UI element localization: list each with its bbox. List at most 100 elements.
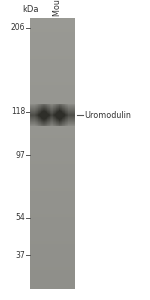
Bar	[61, 114, 62, 115]
Bar	[50, 122, 51, 123]
Bar	[49, 104, 50, 105]
Bar	[69, 110, 70, 111]
Bar	[73, 116, 74, 117]
Bar	[38, 107, 39, 108]
Bar	[52, 108, 54, 109]
Bar	[39, 111, 40, 112]
Bar	[54, 119, 55, 120]
Bar	[72, 106, 73, 107]
Bar	[67, 104, 68, 105]
Bar	[30, 64, 75, 65]
Bar	[73, 115, 74, 116]
Bar	[54, 119, 55, 120]
Bar	[56, 112, 57, 113]
Bar	[68, 106, 69, 107]
Bar	[30, 52, 75, 54]
Bar	[36, 119, 37, 120]
Bar	[69, 108, 70, 109]
Bar	[68, 114, 69, 115]
Bar	[47, 105, 48, 106]
Bar	[72, 108, 73, 109]
Bar	[58, 114, 59, 115]
Bar	[32, 123, 33, 124]
Bar	[60, 122, 61, 123]
Bar	[74, 105, 75, 106]
Bar	[48, 116, 49, 117]
Bar	[42, 105, 43, 106]
Bar	[30, 172, 75, 173]
Bar	[64, 104, 66, 105]
Bar	[70, 107, 72, 108]
Bar	[61, 114, 63, 115]
Bar	[64, 123, 65, 124]
Bar	[31, 123, 32, 124]
Bar	[58, 112, 60, 113]
Bar	[46, 120, 47, 121]
Bar	[40, 120, 41, 121]
Bar	[32, 122, 33, 123]
Bar	[52, 116, 53, 117]
Bar	[51, 115, 52, 116]
Bar	[34, 110, 36, 111]
Bar	[39, 121, 40, 122]
Bar	[30, 53, 75, 55]
Bar	[64, 122, 65, 123]
Bar	[60, 105, 61, 106]
Bar	[69, 105, 70, 106]
Bar	[34, 114, 36, 115]
Bar	[74, 104, 75, 105]
Bar	[36, 114, 37, 115]
Bar	[30, 75, 75, 76]
Bar	[48, 111, 49, 112]
Bar	[37, 107, 38, 108]
Bar	[74, 122, 75, 123]
Bar	[30, 112, 75, 114]
Bar	[74, 120, 75, 121]
Bar	[52, 104, 54, 105]
Bar	[34, 104, 36, 105]
Bar	[60, 112, 61, 113]
Bar	[69, 110, 70, 111]
Bar	[44, 108, 45, 109]
Bar	[44, 111, 45, 112]
Bar	[40, 121, 41, 122]
Bar	[40, 110, 42, 111]
Bar	[44, 107, 45, 108]
Bar	[71, 108, 72, 109]
Bar	[40, 107, 41, 108]
Bar	[45, 123, 46, 124]
Bar	[40, 124, 41, 125]
Bar	[64, 106, 65, 107]
Bar	[62, 119, 63, 120]
Bar	[64, 106, 66, 107]
Bar	[57, 114, 58, 115]
Bar	[48, 115, 49, 116]
Bar	[46, 110, 48, 111]
Bar	[67, 112, 68, 113]
Bar	[30, 202, 75, 203]
Bar	[50, 118, 51, 119]
Bar	[51, 118, 52, 119]
Bar	[56, 104, 57, 105]
Bar	[51, 121, 52, 122]
Bar	[30, 153, 75, 154]
Bar	[32, 104, 33, 105]
Bar	[40, 114, 42, 115]
Bar	[31, 119, 32, 120]
Bar	[51, 124, 52, 125]
Bar	[56, 104, 57, 105]
Bar	[58, 104, 60, 105]
Bar	[38, 104, 39, 105]
Bar	[34, 119, 36, 120]
Bar	[46, 113, 47, 114]
Bar	[32, 114, 33, 115]
Bar	[34, 108, 35, 109]
Bar	[40, 119, 41, 120]
Bar	[64, 116, 66, 117]
Bar	[40, 117, 42, 118]
Bar	[44, 113, 45, 114]
Bar	[30, 63, 75, 64]
Bar	[67, 106, 68, 107]
Bar	[65, 122, 66, 123]
Bar	[67, 124, 68, 125]
